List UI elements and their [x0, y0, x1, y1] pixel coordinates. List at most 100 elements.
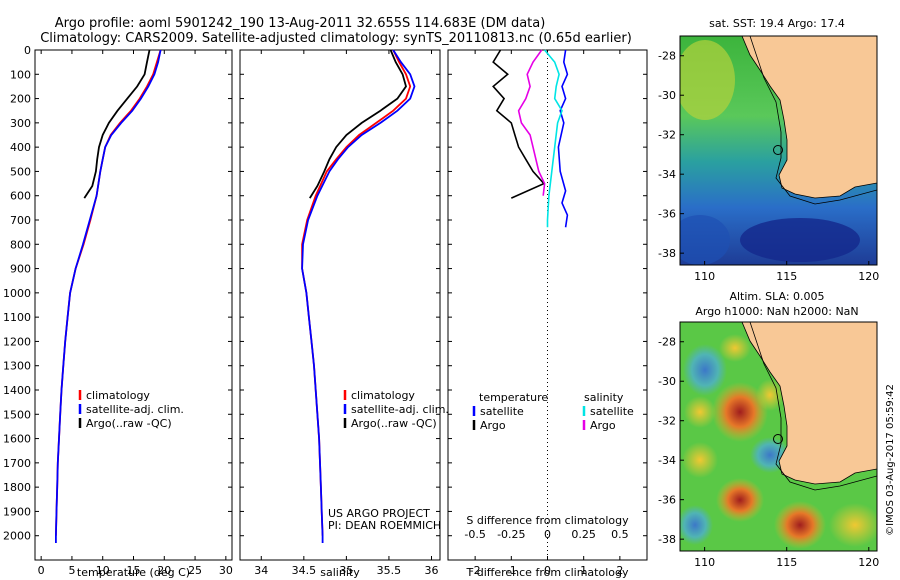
x-tick-label: -2: [470, 564, 481, 577]
y-tick-label: 900: [10, 263, 31, 276]
x-tick-label: 36: [424, 564, 438, 577]
legend-label: climatology: [351, 389, 415, 402]
series-line-salinity-satellite: [543, 49, 563, 228]
map-y-tick-label: -30: [658, 89, 676, 102]
x-tick-label: -1: [506, 564, 517, 577]
x-axis-label: T difference from climatology: [466, 566, 629, 579]
y-tick-label: 700: [10, 214, 31, 227]
sla-blob: [684, 396, 716, 428]
pi-annotation: US ARGO PROJECT: [328, 507, 430, 520]
map-x-tick-label: 115: [776, 270, 797, 283]
sla-map-subtitle: Argo h1000: NaN h2000: NaN: [695, 305, 858, 318]
title-line-2: Climatology: CARS2009. Satellite-adjuste…: [40, 31, 632, 46]
title-line-1: Argo profile: aoml 5901242_190 13-Aug-20…: [55, 16, 546, 31]
sla-map-frame: [679, 321, 878, 552]
x-tick-label: 0: [544, 564, 551, 577]
y-tick-label: 400: [10, 141, 31, 154]
y-tick-label: 1700: [3, 457, 31, 470]
map-y-tick-label: -36: [658, 208, 676, 221]
map-y-tick-label: -28: [658, 50, 676, 63]
x-axis-label-secondary: S difference from climatology: [466, 514, 629, 527]
legend-label: Argo(..raw -QC): [351, 417, 437, 430]
y-tick-label: 1600: [3, 433, 31, 446]
float-marker: [773, 145, 783, 155]
sla-blob: [680, 505, 713, 545]
x-tick-label: 34: [254, 564, 268, 577]
x-tick-label: 2: [616, 564, 623, 577]
series-line-argo-raw-qc-: [309, 49, 407, 199]
plot-frame: [34, 49, 233, 561]
x-tick-label-secondary: 0: [544, 528, 551, 541]
map-y-tick-label: -38: [658, 533, 676, 546]
sla-blob: [756, 379, 784, 411]
legend-label: salinity: [584, 391, 624, 404]
legend-label: satellite: [590, 405, 634, 418]
sst-map: sat. SST: 19.4 Argo: 17.4 110 115 120 -28 -3…: [658, 17, 879, 283]
sla-blob: [682, 442, 718, 478]
map-x-tick-label: 110: [694, 270, 715, 283]
legend-label: satellite: [480, 405, 524, 418]
y-tick-label: 1300: [3, 360, 31, 373]
y-tick-label: 2000: [3, 530, 31, 543]
land-australia: [741, 322, 877, 485]
y-tick-label: 500: [10, 165, 31, 178]
sla-blob: [774, 501, 826, 549]
legend-label: satellite-adj. clim.: [351, 403, 449, 416]
x-axis-label: salinity: [320, 566, 360, 579]
sla-map-title: Altim. SLA: 0.005: [729, 290, 824, 303]
imos-credit: ©IMOS 03-Aug-2017 05:59:42: [885, 384, 896, 536]
x-tick-label-secondary: -0.25: [497, 528, 525, 541]
shelf-contour: [749, 322, 877, 491]
sst-warm-patch: [680, 40, 735, 120]
sst-map-frame: [679, 35, 878, 266]
plot-frame: [239, 49, 441, 561]
y-tick-label: 1900: [3, 505, 31, 518]
pi-annotation: PI: DEAN ROEMMICH: [328, 519, 441, 532]
x-tick-label: 20: [157, 564, 171, 577]
sla-blob: [683, 344, 727, 396]
map-y-tick-label: -32: [658, 129, 676, 142]
y-tick-label: 1400: [3, 384, 31, 397]
map-y-tick-label: -38: [658, 247, 676, 260]
y-tick-label: 300: [10, 117, 31, 130]
sst-map-title: sat. SST: 19.4 Argo: 17.4: [709, 17, 845, 30]
y-tick-label: 1800: [3, 481, 31, 494]
sst-cold-patch: [740, 218, 860, 262]
series-line-temperature-satellite: [557, 49, 569, 228]
series-line-argo-raw-qc-: [83, 49, 151, 199]
x-axis-label: temperature (deg C): [77, 566, 190, 579]
map-y-tick-label: -34: [658, 168, 676, 181]
x-tick-label: 25: [188, 564, 202, 577]
x-tick-label: 35: [339, 564, 353, 577]
y-tick-label: 1200: [3, 335, 31, 348]
legend-label: satellite-adj. clim.: [86, 403, 184, 416]
y-tick-label: 200: [10, 93, 31, 106]
legend-label: Argo: [480, 419, 506, 432]
x-tick-label: 30: [219, 564, 233, 577]
x-tick-label: 10: [96, 564, 110, 577]
sla-map: Altim. SLA: 0.005 Argo h1000: NaN h2000:…: [658, 290, 879, 569]
sla-blob: [716, 478, 764, 522]
x-tick-label: 1: [580, 564, 587, 577]
y-tick-label: 0: [24, 44, 31, 57]
series-line-salinity-argo: [517, 49, 546, 196]
map-x-tick-label: 115: [776, 556, 797, 569]
map-y-tick-label: -30: [658, 375, 676, 388]
map-y-tick-label: -32: [658, 415, 676, 428]
x-tick-label: 15: [127, 564, 141, 577]
y-tick-label: 600: [10, 190, 31, 203]
map-x-tick-label: 120: [858, 556, 879, 569]
sla-blob: [719, 334, 751, 362]
x-tick-label: 34.5: [292, 564, 317, 577]
sst-cold-patch-2: [680, 215, 730, 265]
y-tick-label: 1100: [3, 311, 31, 324]
map-y-tick-label: -34: [658, 454, 676, 467]
profile-plots: 0100200300400500600700800900100011001200…: [3, 44, 648, 579]
legend-label: temperature: [479, 391, 548, 404]
y-tick-label: 100: [10, 68, 31, 81]
y-tick-label: 1500: [3, 408, 31, 421]
legend-label: Argo(..raw -QC): [86, 417, 172, 430]
series-line-satellite-adj-clim-: [301, 49, 416, 543]
shelf-contour: [749, 36, 877, 205]
